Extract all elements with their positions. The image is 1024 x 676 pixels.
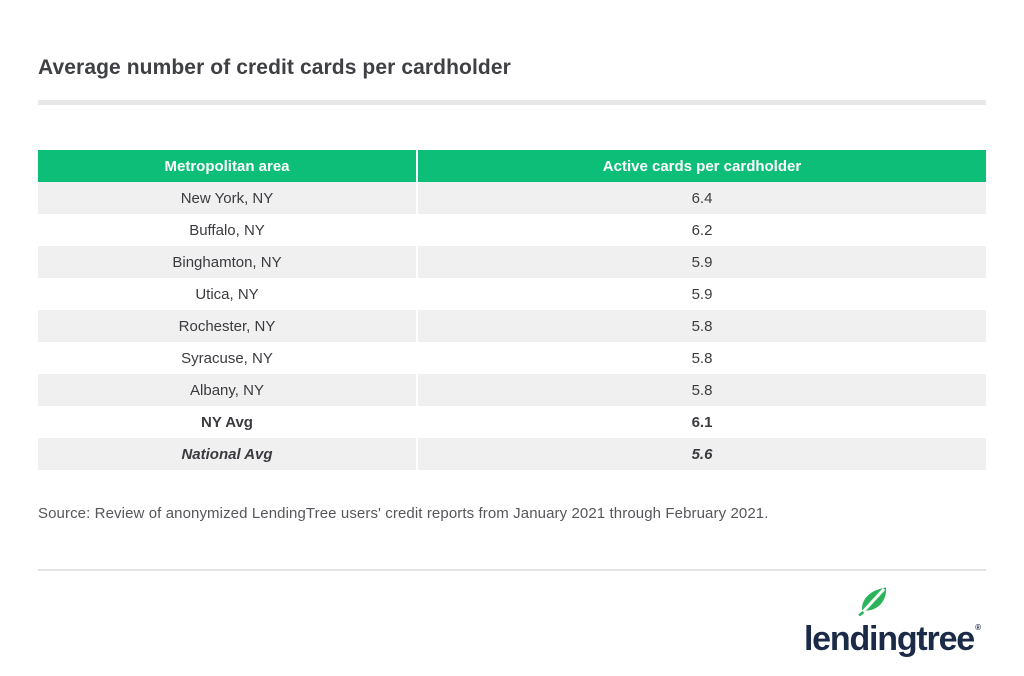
leaf-icon (858, 587, 887, 616)
area-cell: New York, NY (38, 182, 418, 214)
area-cell: National Avg (38, 438, 418, 470)
area-cell: Buffalo, NY (38, 214, 418, 246)
credit-cards-table: Metropolitan area Active cards per cardh… (38, 150, 986, 470)
table-row: National Avg 5.6 (38, 438, 986, 470)
table-row: Utica, NY 5.9 (38, 278, 986, 310)
table-row: Rochester, NY 5.8 (38, 310, 986, 342)
value-cell: 6.1 (691, 413, 713, 431)
logo-wordmark: lendingtree (803, 620, 975, 658)
value-cell: 5.8 (691, 381, 713, 399)
table-row: Binghamton, NY 5.9 (38, 246, 986, 278)
table-header-row: Metropolitan area Active cards per cardh… (38, 150, 986, 182)
area-cell: Rochester, NY (38, 310, 418, 342)
title-divider (38, 100, 986, 105)
registered-trademark: ® (975, 623, 981, 632)
value-cell: 5.8 (691, 317, 713, 335)
table-row: New York, NY 6.4 (38, 182, 986, 214)
area-cell: Utica, NY (38, 278, 418, 310)
area-cell: Binghamton, NY (38, 246, 418, 278)
page-title: Average number of credit cards per cardh… (38, 56, 511, 79)
value-cell: 5.9 (691, 285, 713, 303)
table-body: New York, NY 6.4 Buffalo, NY 6.2 Bingham… (38, 182, 986, 470)
table-row: NY Avg 6.1 (38, 406, 986, 438)
lendingtree-logo: lendingtree ® (794, 586, 984, 656)
area-cell: Syracuse, NY (38, 342, 418, 374)
column-header-active-cards: Active cards per cardholder (417, 150, 986, 182)
footer-divider (38, 569, 986, 571)
value-cell: 5.6 (691, 445, 713, 463)
value-cell: 5.9 (691, 253, 713, 271)
column-header-metro-area: Metropolitan area (38, 150, 418, 182)
source-note: Source: Review of anonymized LendingTree… (38, 505, 769, 522)
value-cell: 5.8 (691, 349, 713, 367)
table-row: Syracuse, NY 5.8 (38, 342, 986, 374)
area-cell: NY Avg (38, 406, 418, 438)
value-cell: 6.2 (691, 221, 713, 239)
table-row: Albany, NY 5.8 (38, 374, 986, 406)
value-cell: 6.4 (691, 189, 713, 207)
area-cell: Albany, NY (38, 374, 418, 406)
table-row: Buffalo, NY 6.2 (38, 214, 986, 246)
